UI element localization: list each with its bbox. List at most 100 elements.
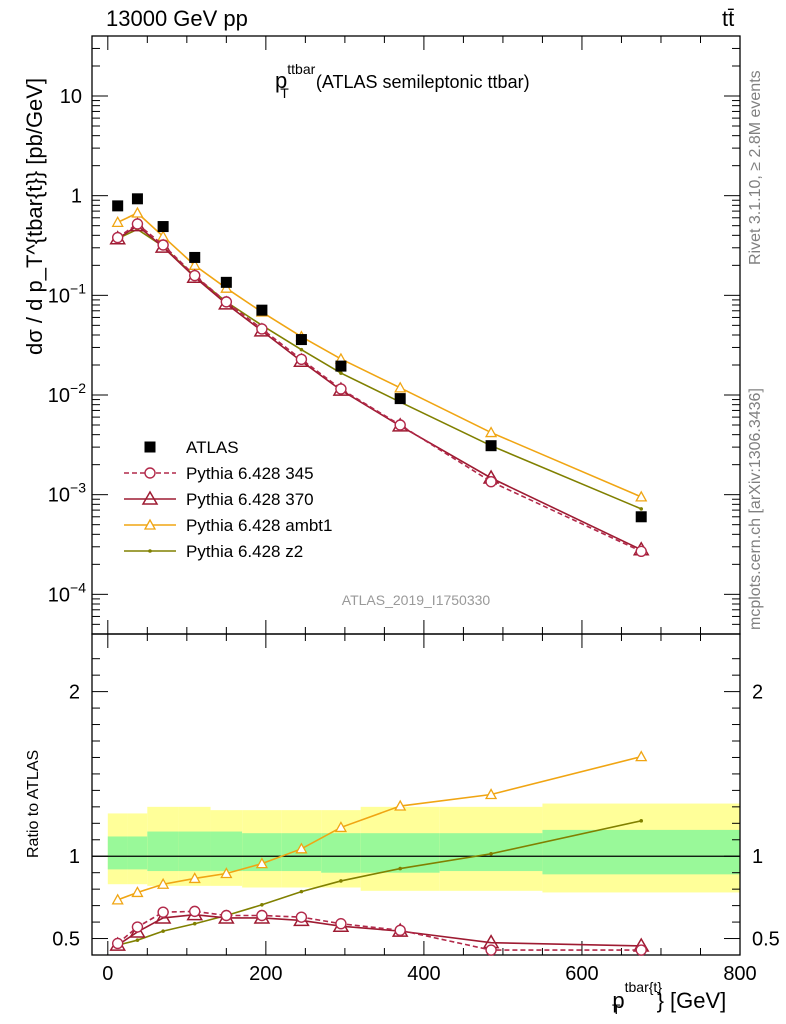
data-point-pythia-6-428-345: [131, 218, 144, 230]
ratio-point-pythia-6-428-z2: [161, 929, 165, 933]
data-point-atlas: [256, 304, 268, 316]
data-point-pythia-6-428-345: [189, 269, 201, 282]
title-sup: ttbar: [287, 61, 315, 77]
ratio-point-pythia-6-428-ambt1: [220, 867, 233, 879]
data-point-atlas: [131, 193, 143, 205]
legend-label-pythia-6-428-ambt1: Pythia 6.428 ambt1: [186, 516, 332, 535]
title-sub: T: [280, 85, 289, 101]
legend-marker-pythia-6-428-z2: [148, 549, 152, 553]
x-tick-label: 400: [407, 963, 440, 985]
data-point-pythia-6-428-z2: [639, 507, 644, 511]
title-rest: (ATLAS semileptonic ttbar): [311, 72, 530, 92]
xlabel: ptbar{t} T } [GeV]: [612, 979, 726, 1017]
ratio-frame: [91, 633, 741, 956]
data-point-pythia-6-428-ambt1: [131, 206, 144, 218]
rivet-label: Rivet 3.1.10, ≥ 2.8M events: [747, 70, 764, 265]
legend-marker-atlas: [144, 441, 156, 453]
source-label: mcplots.cern.ch [arXiv:1306.3436]: [747, 388, 764, 630]
ratio-point-pythia-6-428-ambt1: [295, 842, 308, 854]
uncertainty-band-inner: [147, 831, 179, 872]
ratio-y-tick-label-right: 1: [752, 846, 763, 868]
ratio-point-pythia-6-428-345: [295, 911, 308, 923]
ratio-point-pythia-6-428-345: [131, 921, 144, 933]
xlabel-rest: } [GeV]: [657, 988, 727, 1013]
data-point-pythia-6-428-z2: [299, 347, 304, 352]
ratio-point-pythia-6-428-ambt1: [157, 877, 170, 889]
ratio-point-pythia-6-428-345: [189, 905, 201, 918]
ratio-point-pythia-6-428-ambt1: [394, 799, 407, 811]
xlabel-sup: tbar{t}: [625, 979, 663, 995]
ratio-point-pythia-6-428-ambt1: [188, 872, 201, 884]
data-point-pythia-6-428-345: [295, 353, 308, 366]
y-tick-label: 1: [71, 186, 82, 208]
legend-label-pythia-6-428-370: Pythia 6.428 370: [186, 490, 314, 509]
ratio-point-pythia-6-428-z2: [260, 902, 264, 907]
ratio-point-pythia-6-428-345: [256, 909, 268, 922]
data-point-atlas: [112, 200, 124, 212]
uncertainty-band-inner: [127, 836, 148, 870]
main-ylabel: dσ / d p_T^{tbar{t}} [pb/GeV]: [22, 78, 47, 355]
data-point-pythia-6-428-345: [256, 323, 268, 335]
ratio-point-pythia-6-428-ambt1: [255, 857, 269, 869]
main-panel: 10 1 10−1 10−2 10−3 10−4: [48, 35, 741, 635]
y-tick-label: 10−2: [48, 380, 86, 407]
ratio-point-pythia-6-428-345: [394, 924, 406, 937]
y-tick-label: 10−3: [48, 480, 86, 507]
y-tick-label: 10: [60, 86, 82, 108]
ratio-point-pythia-6-428-ambt1: [131, 886, 144, 898]
y-tick-label: 10−4: [48, 579, 86, 606]
x-tick-label: 800: [723, 963, 756, 985]
data-point-atlas: [189, 251, 201, 263]
xlabel-p: p: [612, 988, 624, 1013]
y-tick-label: 10−1: [48, 280, 86, 307]
ratio-point-pythia-6-428-ambt1: [111, 893, 124, 905]
ratio-panel: 0 200 400 600 800 0.5 0.5 1 1 2 2: [52, 633, 780, 985]
ratio-point-pythia-6-428-z2: [398, 866, 402, 871]
ratio-y-tick-label: 0.5: [52, 929, 80, 951]
data-point-pythia-6-428-345: [335, 383, 347, 395]
ratio-point-pythia-6-428-345: [220, 909, 233, 922]
legend: ATLAS Pythia 6.428 345 Pythia 6.428 370 Pyt…: [124, 438, 332, 561]
ratio-y-tick-label: 2: [69, 682, 80, 704]
uncertainty-band-inner: [542, 829, 740, 875]
ratio-point-pythia-6-428-ambt1: [334, 821, 348, 833]
data-point-atlas: [157, 221, 169, 233]
data-point-pythia-6-428-ambt1: [484, 426, 498, 438]
data-point-pythia-6-428-345: [157, 239, 169, 251]
ratio-point-pythia-6-428-ambt1: [635, 750, 648, 762]
data-point-pythia-6-428-z2: [339, 371, 343, 375]
x-tick-label: 200: [249, 963, 282, 985]
data-point-pythia-6-428-345: [635, 545, 647, 558]
uncertainty-band-inner: [178, 831, 211, 872]
ratio-point-pythia-6-428-370: [154, 909, 172, 924]
energy-label: 13000 GeV pp: [106, 6, 248, 31]
data-point-atlas: [635, 511, 647, 523]
title-p: p: [275, 68, 287, 93]
xlabel-sub: T: [612, 1001, 621, 1017]
legend-label-atlas: ATLAS: [186, 438, 239, 457]
ratio-point-pythia-6-428-z2: [192, 921, 197, 926]
ratio-point-pythia-6-428-z2: [489, 851, 493, 856]
data-point-pythia-6-428-345: [111, 231, 124, 244]
ratio-point-pythia-6-428-z2: [299, 889, 304, 894]
ratio-ylabel: Ratio to ATLAS: [25, 750, 42, 858]
data-point-pythia-6-428-ambt1: [111, 216, 124, 227]
data-point-atlas: [220, 276, 232, 288]
data-point-atlas: [295, 334, 307, 346]
ratio-point-pythia-6-428-345: [157, 906, 169, 918]
uncertainty-band-inner: [321, 833, 361, 873]
data-point-pythia-6-428-ambt1: [394, 381, 407, 393]
x-tick-label: 0: [102, 963, 113, 985]
legend-marker-pythia-6-428-345: [144, 467, 156, 479]
process-label: tt̄: [722, 6, 734, 31]
legend-marker-pythia-6-428-370: [141, 490, 159, 505]
data-point-atlas: [394, 393, 406, 405]
data-point-pythia-6-428-345: [220, 296, 233, 308]
legend-label-pythia-6-428-z2: Pythia 6.428 z2: [186, 542, 303, 561]
ratio-point-pythia-6-428-345: [485, 944, 497, 956]
ratio-y-tick-label-right: 2: [752, 682, 763, 704]
ratio-y-tick-label-right: 0.5: [752, 929, 780, 951]
data-point-pythia-6-428-ambt1: [635, 490, 648, 502]
ratio-point-pythia-6-428-z2: [639, 819, 644, 823]
